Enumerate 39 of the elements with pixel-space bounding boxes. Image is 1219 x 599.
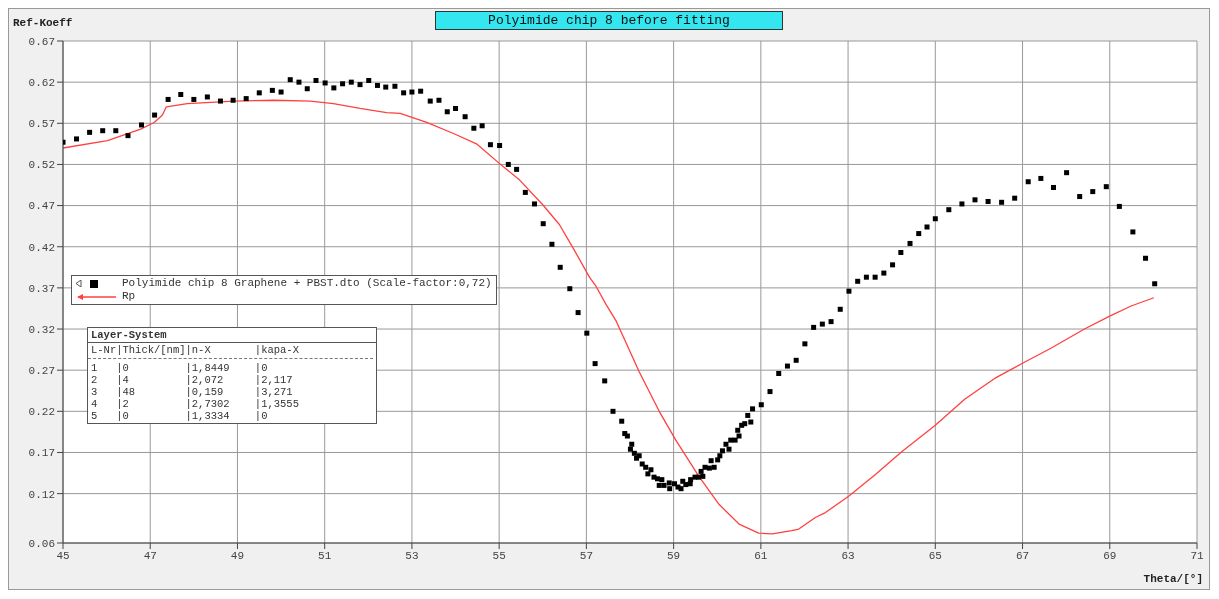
legend-label: Rp [122, 290, 136, 303]
annotation: L-Nr|Thick/[nm]|n-X |kapa-X [88, 343, 373, 359]
y-tick-label: 0.42 [28, 241, 55, 254]
x-axis-title: Theta/[°] [1143, 573, 1203, 585]
x-tick-label: 63 [841, 549, 855, 562]
annotation: 4 |2 |2,7302 |1,3555 [91, 398, 300, 410]
annotation: 3 |48 |0,159 |3,271 [91, 386, 294, 398]
annotation: 1 |0 |1,8449 |0 [91, 362, 269, 374]
x-tick-label: 57 [579, 549, 593, 562]
y-axis-title: Ref-Koeff [13, 17, 73, 29]
chart-title: Polyimide chip 8 before fitting [435, 11, 783, 30]
y-tick-label: 0.06 [28, 537, 55, 550]
y-tick-label: 0.52 [28, 159, 55, 172]
x-tick-label: 53 [405, 549, 419, 562]
annotation: 5 |0 |1,3334 |0 [91, 410, 269, 422]
y-tick-label: 0.57 [28, 118, 55, 131]
x-tick-label: 45 [56, 549, 70, 562]
x-tick-label: 67 [1015, 549, 1030, 562]
x-tick-label: 65 [928, 549, 942, 562]
y-tick-label: 0.22 [28, 406, 55, 419]
y-tick-label: 0.37 [28, 282, 55, 295]
x-tick-label: 59 [667, 549, 681, 562]
legend-label: Polyimide chip 8 Graphene + PBST.dto (Scale-factor:0,72) [122, 277, 492, 290]
x-tick-label: 55 [492, 549, 506, 562]
x-tick-label: 69 [1103, 549, 1117, 562]
y-tick-label: 0.62 [28, 77, 55, 90]
annotation: 2 |4 |2,072 |2,117 [91, 374, 294, 386]
y-tick-label: 0.32 [28, 323, 55, 336]
y-tick-label: 0.67 [28, 35, 55, 48]
y-tick-label: 0.27 [28, 365, 55, 378]
x-tick-label: 61 [754, 549, 768, 562]
y-tick-label: 0.12 [28, 488, 55, 501]
annotation: Layer-System [88, 328, 376, 343]
y-tick-label: 0.47 [28, 200, 55, 213]
x-tick-label: 51 [318, 549, 332, 562]
x-tick-label: 49 [230, 549, 245, 562]
x-tick-label: 47 [143, 549, 157, 562]
y-tick-label: 0.17 [28, 447, 55, 460]
x-tick-label: 71 [1190, 549, 1204, 562]
